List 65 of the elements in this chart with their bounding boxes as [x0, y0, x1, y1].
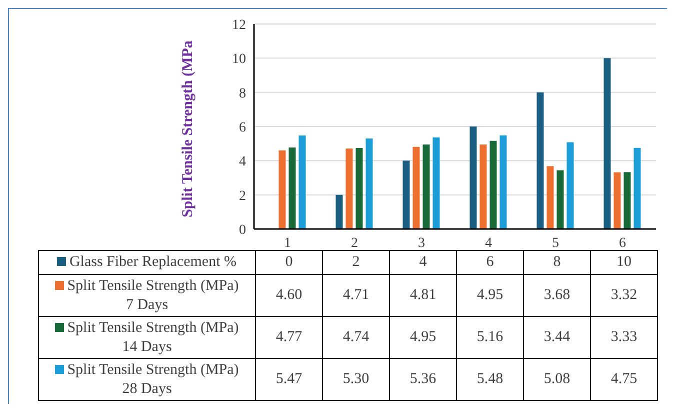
bar	[412, 146, 420, 229]
legend-label: Split Tensile Strength (MPa) 7 Days	[38, 274, 256, 316]
bar	[422, 144, 430, 229]
legend-label: Glass Fiber Replacement %	[38, 250, 256, 274]
y-tick-label: 12	[232, 18, 246, 33]
bar	[366, 138, 373, 229]
data-label: 4.75	[590, 358, 658, 400]
y-tick-label: 10	[232, 52, 246, 68]
bar	[604, 58, 611, 229]
y-tick-label: 0	[239, 222, 246, 238]
bar	[480, 144, 487, 229]
data-label: 4.95	[456, 274, 524, 316]
bar	[566, 142, 574, 229]
bar	[336, 194, 343, 229]
data-label: 4	[390, 250, 456, 274]
bar	[614, 172, 621, 229]
bar	[490, 140, 497, 229]
bar	[624, 172, 631, 229]
legend-label: Split Tensile Strength (MPa) 14 Days	[38, 316, 256, 358]
data-label: 4.77	[256, 316, 322, 358]
y-axis-title: Split Tensile Strength (MPa	[180, 40, 196, 218]
data-label: 4.60	[256, 274, 322, 316]
bar	[470, 126, 477, 229]
data-label: 3.33	[590, 316, 658, 358]
data-label: 2	[322, 250, 390, 274]
y-tick-label: 8	[239, 86, 246, 102]
data-label: 5.30	[322, 358, 390, 400]
data-label: 5.08	[524, 358, 590, 400]
bar	[546, 166, 554, 229]
y-tick-label: 4	[239, 154, 246, 170]
bar	[356, 148, 363, 229]
data-label: 5.36	[390, 358, 456, 400]
data-label: 5.47	[256, 358, 322, 400]
bar	[634, 148, 641, 229]
bar	[500, 135, 507, 229]
data-label: 4.74	[322, 316, 390, 358]
data-label: 0	[256, 250, 322, 274]
data-label: 6	[456, 250, 524, 274]
data-label: 5.16	[456, 316, 524, 358]
x-tick-label: 2	[351, 236, 358, 251]
bar	[556, 170, 564, 229]
bar	[402, 160, 410, 229]
x-tick-label: 6	[619, 236, 626, 251]
data-label: 8	[524, 250, 590, 274]
bar	[298, 136, 306, 229]
data-label: 4.81	[390, 274, 456, 316]
x-tick-label: 3	[418, 236, 425, 251]
bar	[432, 137, 440, 229]
data-label: 4.95	[390, 316, 456, 358]
data-label: 3.68	[524, 274, 590, 316]
legend-label: Split Tensile Strength (MPa) 28 Days	[38, 358, 256, 400]
y-tick-label: 2	[239, 188, 246, 204]
x-tick-label: 1	[284, 236, 291, 251]
bar	[288, 148, 296, 229]
bar	[346, 148, 353, 229]
data-label: 4.71	[322, 274, 390, 316]
x-tick-label: 4	[485, 236, 492, 251]
bar	[536, 92, 544, 229]
data-label: 3.32	[590, 274, 658, 316]
y-tick-label: 6	[239, 120, 246, 136]
data-label: 5.48	[456, 358, 524, 400]
data-label: 10	[590, 250, 658, 274]
x-tick-label: 5	[552, 236, 559, 251]
data-label: 3.44	[524, 316, 590, 358]
bar	[278, 150, 286, 229]
